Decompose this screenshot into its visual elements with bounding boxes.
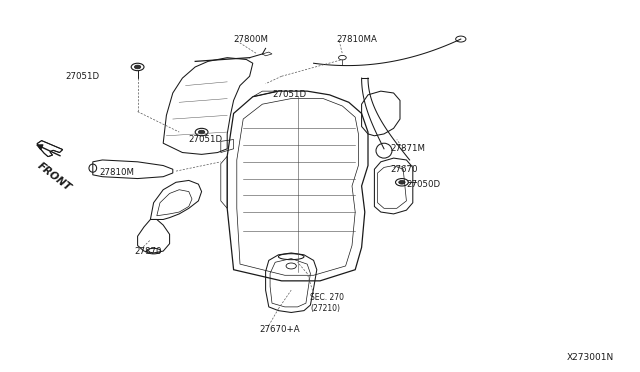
Circle shape <box>134 65 141 69</box>
Text: FRONT: FRONT <box>36 161 73 193</box>
Text: 27051D: 27051D <box>189 135 223 144</box>
Text: 27050D: 27050D <box>406 180 440 189</box>
Polygon shape <box>37 141 63 157</box>
Text: 27670+A: 27670+A <box>259 325 300 334</box>
Text: 27051D: 27051D <box>272 90 306 99</box>
Text: 27051D: 27051D <box>65 72 99 81</box>
Circle shape <box>399 180 405 184</box>
Circle shape <box>198 130 205 134</box>
Text: SEC. 270
(27210): SEC. 270 (27210) <box>310 294 344 313</box>
Text: X273001N: X273001N <box>567 353 614 362</box>
Text: 27670: 27670 <box>390 165 418 174</box>
Text: 27870: 27870 <box>134 247 162 256</box>
Text: 27800M: 27800M <box>234 35 269 44</box>
Text: 27810M: 27810M <box>99 169 134 177</box>
Text: 27871M: 27871M <box>390 144 426 153</box>
Text: 27810MA: 27810MA <box>336 35 377 44</box>
